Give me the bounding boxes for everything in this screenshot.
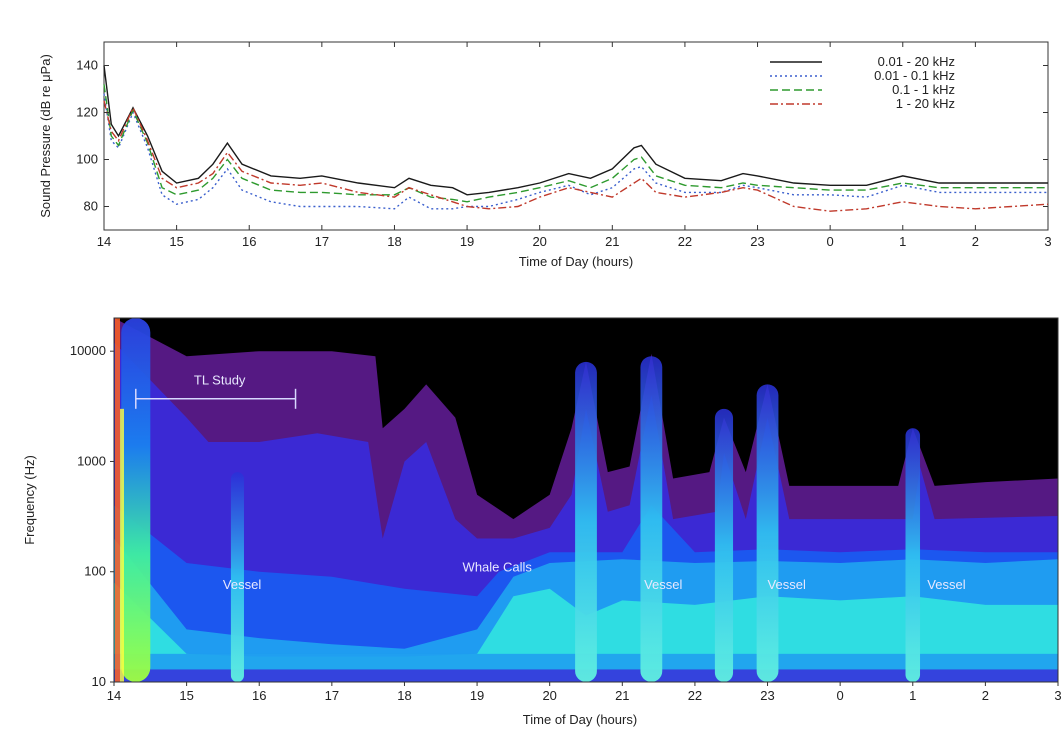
y-tick-label: 80 (84, 199, 98, 214)
spectrogram-event-burst (230, 472, 244, 682)
series-line-1 (103, 93, 1048, 210)
x-tick-label: 22 (688, 688, 702, 703)
x-tick-label: 16 (252, 688, 266, 703)
x-tick-label: 3 (1044, 234, 1051, 249)
spectrogram-event-burst (905, 428, 921, 682)
spectrogram-annotation: Vessel (223, 577, 261, 592)
x-tick-label: 23 (750, 234, 764, 249)
spectrogram-event-burst (714, 408, 734, 682)
y-tick-label: 10000 (70, 343, 106, 358)
spectrogram-x-ticks: 14 15 16 17 18 19 20 21 22 23 0 1 2 3 (107, 682, 1062, 703)
x-tick-label: 16 (242, 234, 256, 249)
spectrogram-hot-edge (120, 408, 124, 682)
x-tick-label: 22 (678, 234, 692, 249)
spectrogram-y-ticks: 10 100 1000 10000 (70, 343, 114, 689)
series-line-3 (103, 100, 1049, 212)
y-tick-label: 1000 (77, 453, 106, 468)
x-tick-label: 2 (982, 688, 989, 703)
y-tick-label: 100 (84, 564, 106, 579)
x-tick-label: 21 (605, 234, 619, 249)
x-tick-label: 15 (179, 688, 193, 703)
spectrogram-plot-frame (113, 317, 1059, 683)
x-tick-label: 15 (169, 234, 183, 249)
spectrogram-y-axis-label: Frequency (Hz) (22, 455, 37, 545)
sound-pressure-y-ticks: 80 100 120 140 (76, 58, 1048, 214)
sound-pressure-x-ticks: 14 15 16 17 18 19 20 21 22 23 0 1 2 3 (97, 42, 1052, 249)
legend-label: 0.1 - 1 kHz (892, 82, 955, 97)
x-tick-label: 1 (909, 688, 916, 703)
x-tick-label: 2 (972, 234, 979, 249)
legend-label: 0.01 - 0.1 kHz (874, 68, 955, 83)
y-tick-label: 120 (76, 105, 98, 120)
legend-label: 0.01 - 20 kHz (878, 54, 955, 69)
spectrogram-annotation: Vessel (644, 577, 682, 592)
x-tick-label: 17 (325, 688, 339, 703)
x-tick-label: 0 (837, 688, 844, 703)
sound-pressure-plot-frame (103, 41, 1049, 231)
y-tick-label: 100 (76, 152, 98, 167)
series-line-0 (103, 65, 1048, 196)
x-tick-label: 17 (315, 234, 329, 249)
x-tick-label: 20 (542, 688, 556, 703)
x-tick-label: 23 (760, 688, 774, 703)
spectrogram-x-axis-label: Time of Day (hours) (523, 712, 637, 727)
spectrogram-hot-edge (115, 318, 120, 682)
x-tick-label: 19 (460, 234, 474, 249)
x-tick-label: 18 (387, 234, 401, 249)
spectrogram-annotation: TL Study (194, 372, 246, 387)
sound-pressure-series-group (103, 65, 1049, 212)
spectrogram-annotations: TL Study Vessel Whale Calls Vessel Vessel Ves… (135, 372, 966, 592)
x-tick-label: 19 (470, 688, 484, 703)
legend-label: 1 - 20 kHz (896, 96, 955, 111)
y-tick-label: 10 (92, 674, 106, 689)
x-tick-label: 14 (107, 688, 121, 703)
series-line-2 (103, 84, 1048, 203)
y-tick-label: 140 (76, 58, 98, 73)
x-tick-label: 18 (397, 688, 411, 703)
x-tick-label: 1 (899, 234, 906, 249)
spectrogram-annotation: Vessel (768, 577, 806, 592)
spectrogram-event-burst (575, 361, 597, 682)
x-tick-label: 21 (615, 688, 629, 703)
spectrogram-event-burst (121, 318, 151, 682)
spectrogram-chart: TL Study Vessel Whale Calls Vessel Vessel Ves… (22, 317, 1062, 727)
sound-pressure-x-axis-label: Time of Day (hours) (519, 254, 633, 269)
x-tick-label: 14 (97, 234, 111, 249)
sound-pressure-y-axis-label: Sound Pressure (dB re μPa) (38, 54, 53, 218)
spectrogram-event-burst (756, 384, 779, 682)
spectrogram-event-burst (640, 356, 663, 682)
x-tick-label: 0 (827, 234, 834, 249)
x-tick-label: 20 (532, 234, 546, 249)
spectrogram-events-group (115, 318, 921, 682)
spectrogram-annotation: Vessel (927, 577, 965, 592)
x-tick-label: 3 (1054, 688, 1061, 703)
spectrogram-annotation: Whale Calls (463, 560, 533, 575)
